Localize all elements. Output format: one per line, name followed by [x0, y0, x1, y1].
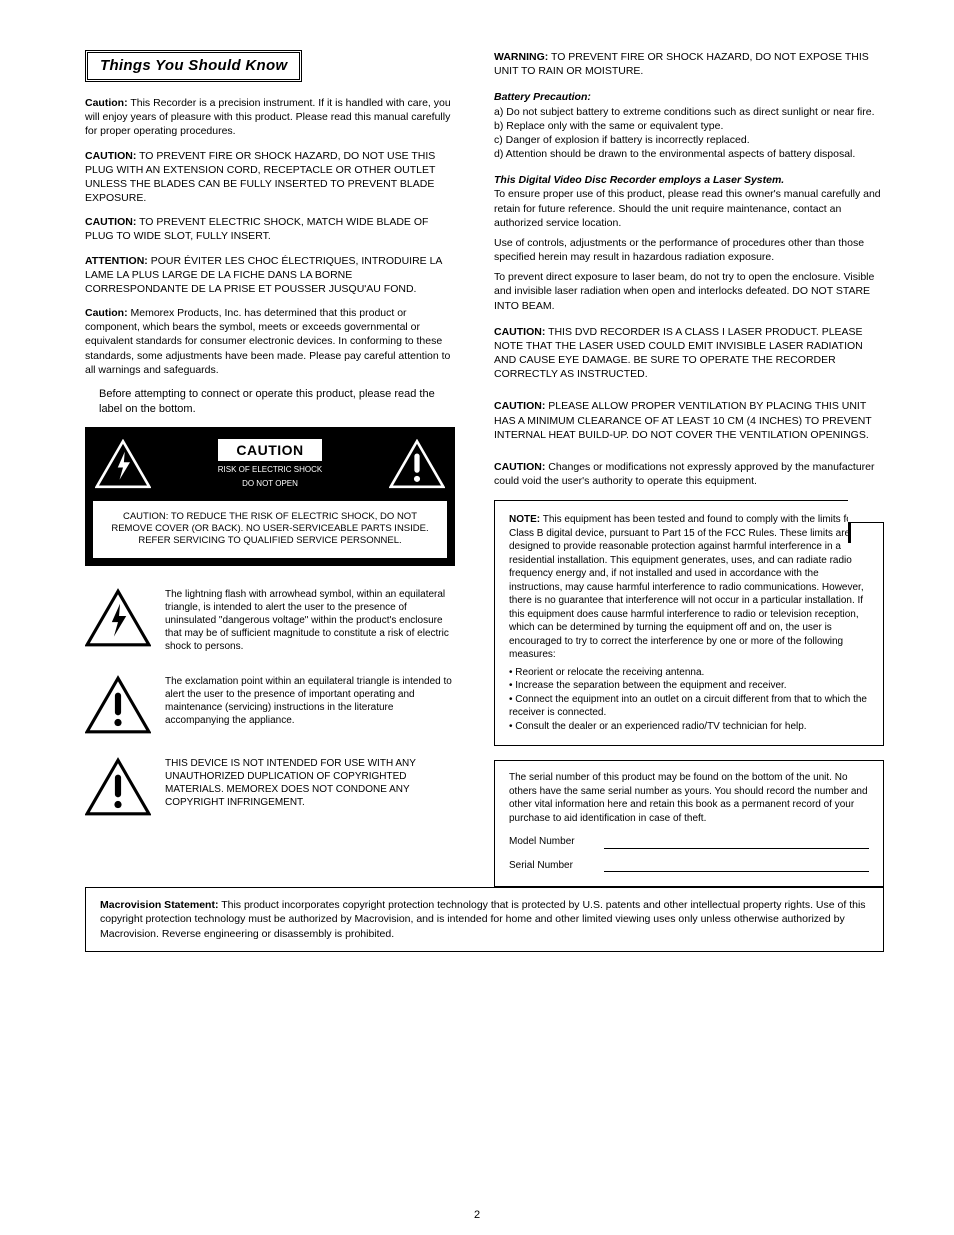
tri-row-2: The exclamation point within an equilate…: [85, 675, 455, 735]
fcc-b2-text: Increase the separation between the equi…: [515, 680, 786, 691]
caution-panel: CAUTION RISK OF ELECTRIC SHOCK DO NOT OP…: [85, 427, 455, 566]
caution-1: Caution: This Recorder is a precision in…: [85, 96, 455, 139]
model-label: Model Number: [509, 835, 604, 849]
fcc-b4-text: Consult the dealer or an experienced rad…: [515, 721, 806, 732]
left-column: Things You Should Know Caution: This Rec…: [85, 50, 455, 817]
caution-4-lead: ATTENTION:: [85, 255, 148, 267]
title-box: Things You Should Know: [85, 50, 302, 82]
warning-1-lead: WARNING:: [494, 51, 548, 63]
caution-badge: CAUTION: [218, 439, 322, 461]
page-number: 2: [0, 1209, 954, 1221]
vent-p2: PLEASE ALLOW PROPER VENTILATION BY PLACI…: [494, 400, 872, 440]
caution-3: CAUTION: TO PREVENT ELECTRIC SHOCK, MATC…: [85, 215, 455, 243]
caution-1-text: This Recorder is a precision instrument.…: [85, 97, 451, 137]
caution-5: Caution: Memorex Products, Inc. has dete…: [85, 306, 455, 377]
caution-3-lead: CAUTION:: [85, 216, 136, 228]
caution-2-lead: CAUTION:: [85, 150, 136, 162]
fcc-bullet-4: • Consult the dealer or an experienced r…: [509, 720, 869, 734]
caution-5-text: Memorex Products, Inc. has determined th…: [85, 307, 450, 376]
page: Things You Should Know Caution: This Rec…: [0, 0, 954, 1235]
serial-label: Serial Number: [509, 859, 604, 873]
tri-text-3: THIS DEVICE IS NOT INTENDED FOR USE WITH…: [165, 757, 455, 809]
fcc-lead: NOTE:: [509, 514, 540, 525]
serial-text: The serial number of this product may be…: [509, 771, 869, 825]
serial-box: The serial number of this product may be…: [494, 760, 884, 887]
right-column: WARNING: TO PREVENT FIRE OR SHOCK HAZARD…: [494, 50, 884, 887]
fcc-b3-text: Connect the equipment into an outlet on …: [509, 694, 867, 719]
title-text: Things You Should Know: [100, 57, 287, 74]
exclamation-triangle-icon: [85, 675, 151, 735]
fcc-bullet-1: • Reorient or relocate the receiving ant…: [509, 666, 869, 680]
bolt-triangle-icon: [95, 439, 151, 489]
laser-p1: To ensure proper use of this product, pl…: [494, 187, 884, 230]
warning-1-text: TO PREVENT FIRE OR SHOCK HAZARD, DO NOT …: [494, 51, 869, 77]
model-line: Model Number: [509, 835, 869, 849]
serial-line: Serial Number: [509, 859, 869, 873]
tri-text-1: The lightning flash with arrowhead symbo…: [165, 588, 455, 653]
battery-item-c: c) Danger of explosion if battery is inc…: [494, 133, 884, 147]
caution-badge-wrap: CAUTION RISK OF ELECTRIC SHOCK DO NOT OP…: [218, 439, 322, 488]
caution-5-lead: Caution:: [85, 307, 128, 319]
battery-item-a: a) Do not subject battery to extreme con…: [494, 105, 884, 119]
vent-p3-lead: CAUTION:: [494, 461, 545, 473]
warning-1: WARNING: TO PREVENT FIRE OR SHOCK HAZARD…: [494, 50, 884, 78]
laser-p1-lead: This Digital Video Disc Recorder employs…: [494, 174, 784, 186]
caution-2: CAUTION: TO PREVENT FIRE OR SHOCK HAZARD…: [85, 149, 455, 206]
caution-3-text: TO PREVENT ELECTRIC SHOCK, MATCH WIDE BL…: [85, 216, 428, 242]
serial-underline: [604, 860, 869, 872]
model-underline: [604, 837, 869, 849]
caution-1-lead: Caution:: [85, 97, 128, 109]
fcc-bullet-2: • Increase the separation between the eq…: [509, 679, 869, 693]
caution-panel-bottom: CAUTION: TO REDUCE THE RISK OF ELECTRIC …: [93, 495, 447, 558]
laser-p2: Use of controls, adjustments or the perf…: [494, 236, 884, 264]
tri-text-2: The exclamation point within an equilate…: [165, 675, 455, 727]
exclamation-triangle-icon: [389, 439, 445, 489]
tri-row-3: THIS DEVICE IS NOT INTENDED FOR USE WITH…: [85, 757, 455, 817]
battery-item-b: b) Replace only with the same or equival…: [494, 119, 884, 133]
fcc-b1-text: Reorient or relocate the receiving anten…: [515, 667, 704, 678]
caution-panel-top: CAUTION RISK OF ELECTRIC SHOCK DO NOT OP…: [93, 435, 447, 495]
caution-sub2: DO NOT OPEN: [218, 479, 322, 489]
footer-box: Macrovision Statement: This product inco…: [85, 887, 884, 952]
fcc-bullet-3: • Connect the equipment into an outlet o…: [509, 693, 869, 720]
laser-block: This Digital Video Disc Recorder employs…: [494, 173, 884, 313]
fcc-box: NOTE: This equipment has been tested and…: [494, 500, 884, 746]
footer-lead: Macrovision Statement:: [100, 899, 218, 911]
tri-row-1: The lightning flash with arrowhead symbo…: [85, 588, 455, 653]
battery-item-d: d) Attention should be drawn to the envi…: [494, 147, 884, 161]
vent-p1: THIS DVD RECORDER IS A CLASS I LASER PRO…: [494, 326, 863, 381]
laser-p3: To prevent direct exposure to laser beam…: [494, 270, 884, 313]
vent-block: CAUTION: THIS DVD RECORDER IS A CLASS I …: [494, 325, 884, 489]
fcc-text: This equipment has been tested and found…: [509, 514, 864, 660]
vent-lead: CAUTION:: [494, 326, 545, 338]
vent-p2-lead: CAUTION:: [494, 400, 545, 412]
battery-block: Battery Precaution: a) Do not subject ba…: [494, 90, 884, 161]
caution-2-text: TO PREVENT FIRE OR SHOCK HAZARD, DO NOT …: [85, 150, 435, 205]
exclamation-triangle-icon: [85, 757, 151, 817]
caution-sub1: RISK OF ELECTRIC SHOCK: [218, 465, 322, 475]
vent-p3: Changes or modifications not expressly a…: [494, 461, 875, 487]
battery-lead: Battery Precaution:: [494, 91, 591, 103]
label-note: Before attempting to connect or operate …: [99, 387, 455, 417]
bolt-triangle-icon: [85, 588, 151, 648]
caution-4: ATTENTION: POUR ÉVITER LES CHOC ÉLECTRIQ…: [85, 254, 455, 297]
